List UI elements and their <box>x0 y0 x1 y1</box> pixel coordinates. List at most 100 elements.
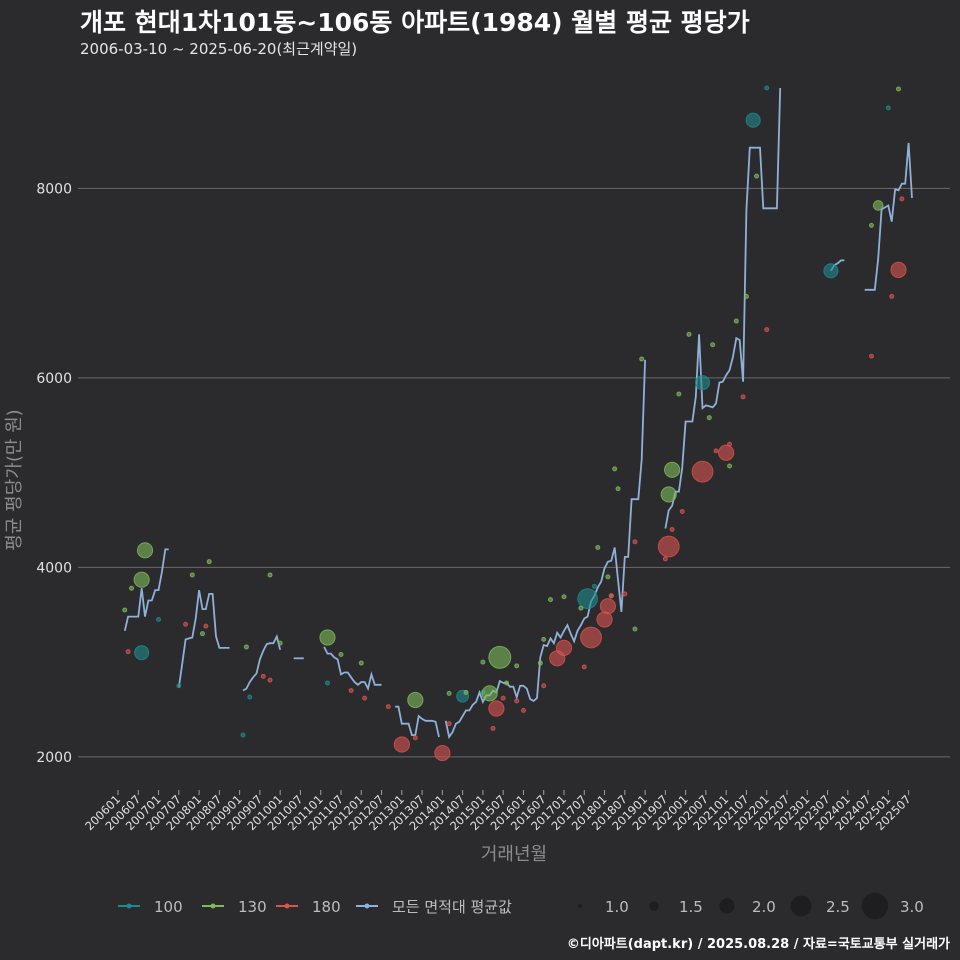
data-point-130[interactable] <box>615 486 621 492</box>
data-point-180[interactable] <box>203 623 209 629</box>
data-point-130[interactable] <box>754 173 760 179</box>
data-point-180[interactable] <box>669 526 675 532</box>
data-point-100[interactable] <box>764 85 770 91</box>
data-point-180[interactable] <box>596 611 613 628</box>
data-point-130[interactable] <box>481 685 498 702</box>
data-point-130[interactable] <box>872 200 884 211</box>
data-point-130[interactable] <box>133 571 150 588</box>
data-point-130[interactable] <box>547 597 553 603</box>
data-point-130[interactable] <box>727 463 733 469</box>
data-point-180[interactable] <box>764 327 770 333</box>
data-point-130[interactable] <box>686 331 692 337</box>
data-point-130[interactable] <box>561 594 567 600</box>
data-point-180[interactable] <box>599 598 617 615</box>
data-point-180[interactable] <box>889 293 895 299</box>
data-point-180[interactable] <box>348 688 354 694</box>
data-point-130[interactable] <box>189 572 195 578</box>
data-point-180[interactable] <box>632 539 638 545</box>
data-point-130[interactable] <box>129 585 135 591</box>
data-point-130[interactable] <box>868 222 874 228</box>
data-point-130[interactable] <box>660 486 677 503</box>
data-point-180[interactable] <box>490 725 496 731</box>
data-point-130[interactable] <box>407 691 424 709</box>
data-point-180[interactable] <box>446 721 452 727</box>
data-point-130[interactable] <box>319 629 336 646</box>
data-point-180[interactable] <box>868 353 874 359</box>
data-point-180[interactable] <box>580 626 602 649</box>
data-point-180[interactable] <box>385 704 391 710</box>
data-point-130[interactable] <box>504 680 510 686</box>
data-point-180[interactable] <box>718 444 735 461</box>
data-point-130[interactable] <box>480 659 486 665</box>
data-point-130[interactable] <box>446 690 452 696</box>
data-point-130[interactable] <box>710 342 716 348</box>
data-point-130[interactable] <box>743 293 749 299</box>
data-point-130[interactable] <box>206 559 212 565</box>
data-point-180[interactable] <box>541 683 547 689</box>
data-point-130[interactable] <box>358 660 364 666</box>
data-point-180[interactable] <box>125 649 131 655</box>
data-point-130[interactable] <box>632 626 638 632</box>
data-point-180[interactable] <box>555 639 573 656</box>
data-point-180[interactable] <box>727 441 733 447</box>
data-point-130[interactable] <box>537 660 543 666</box>
data-point-180[interactable] <box>362 695 368 701</box>
data-point-130[interactable] <box>122 607 128 613</box>
data-point-180[interactable] <box>890 261 907 278</box>
data-point-180[interactable] <box>622 591 628 597</box>
data-point-180[interactable] <box>267 677 273 683</box>
data-point-130[interactable] <box>463 689 469 695</box>
data-point-180[interactable] <box>662 556 668 562</box>
data-point-130[interactable] <box>243 644 249 650</box>
data-point-130[interactable] <box>612 466 618 472</box>
data-point-100[interactable] <box>324 680 330 686</box>
data-point-180[interactable] <box>520 707 526 713</box>
data-point-180[interactable] <box>691 460 714 483</box>
legend-size-circle <box>861 892 889 920</box>
data-point-130[interactable] <box>706 415 712 421</box>
data-point-100[interactable] <box>240 732 246 738</box>
data-point-130[interactable] <box>136 542 154 559</box>
data-point-100[interactable] <box>745 112 761 128</box>
data-point-100[interactable] <box>577 588 598 609</box>
data-point-180[interactable] <box>713 448 719 454</box>
data-point-130[interactable] <box>895 86 901 92</box>
data-point-180[interactable] <box>657 535 680 558</box>
data-point-180[interactable] <box>514 698 520 704</box>
data-point-130[interactable] <box>664 461 681 478</box>
data-point-130[interactable] <box>267 572 273 578</box>
data-point-100[interactable] <box>247 694 253 700</box>
data-point-180[interactable] <box>412 735 418 741</box>
data-point-180[interactable] <box>183 621 189 627</box>
legend-size-circle <box>719 898 735 914</box>
data-point-100[interactable] <box>885 105 891 111</box>
data-point-130[interactable] <box>733 318 739 324</box>
data-point-180[interactable] <box>488 700 505 717</box>
data-point-130[interactable] <box>488 645 512 669</box>
data-point-100[interactable] <box>823 263 839 279</box>
data-point-130[interactable] <box>639 356 645 362</box>
data-point-100[interactable] <box>176 683 182 689</box>
data-point-130[interactable] <box>541 636 547 642</box>
data-point-130[interactable] <box>338 652 344 658</box>
data-point-130[interactable] <box>199 631 205 637</box>
data-point-100[interactable] <box>694 375 711 391</box>
data-point-180[interactable] <box>740 394 746 400</box>
data-point-130[interactable] <box>277 640 283 646</box>
data-point-130[interactable] <box>595 544 601 550</box>
data-point-130[interactable] <box>605 574 611 580</box>
data-point-180[interactable] <box>434 744 451 762</box>
data-point-130[interactable] <box>676 391 682 397</box>
data-point-180[interactable] <box>260 673 266 679</box>
data-point-180[interactable] <box>393 736 410 753</box>
data-point-100[interactable] <box>156 616 162 622</box>
data-point-180[interactable] <box>608 593 614 599</box>
data-point-100[interactable] <box>591 583 597 589</box>
data-point-180[interactable] <box>500 695 506 701</box>
data-point-180[interactable] <box>899 196 905 202</box>
data-point-180[interactable] <box>679 508 685 514</box>
data-point-130[interactable] <box>578 605 584 611</box>
data-point-130[interactable] <box>514 663 520 669</box>
data-point-100[interactable] <box>134 645 150 661</box>
data-point-180[interactable] <box>581 664 587 670</box>
